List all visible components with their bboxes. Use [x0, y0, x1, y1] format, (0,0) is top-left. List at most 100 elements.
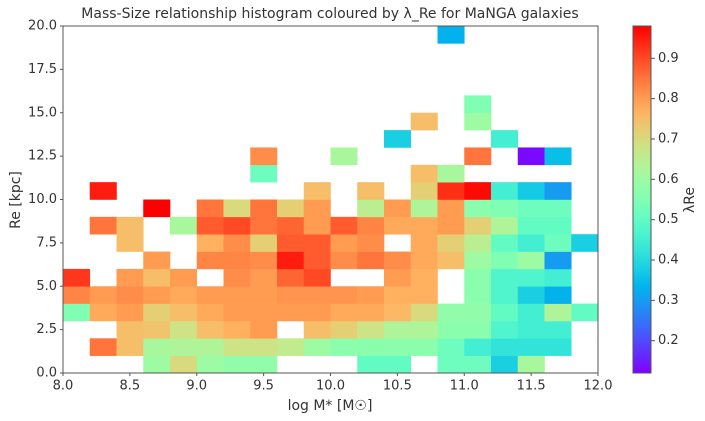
heatmap-cell	[357, 216, 385, 235]
heatmap-cell	[223, 251, 251, 270]
heatmap-cell	[384, 268, 412, 287]
heatmap-cell	[143, 303, 171, 322]
heatmap-cell	[89, 303, 117, 322]
heatmap-cell	[277, 199, 305, 218]
x-tick-label: 9.5	[253, 379, 274, 394]
heatmap-cell	[517, 286, 545, 304]
y-tick-label: 12.5	[28, 149, 57, 164]
heatmap-cell	[89, 216, 117, 235]
heatmap-cell	[410, 112, 438, 131]
heatmap-cell	[491, 216, 519, 235]
heatmap-cell	[571, 303, 599, 322]
heatmap-cell	[330, 251, 358, 270]
heatmap-cell	[517, 320, 545, 339]
heatmap-cell	[277, 303, 305, 322]
heatmap-cell	[303, 303, 331, 322]
heatmap-cell	[384, 320, 412, 339]
heatmap-cell	[357, 320, 385, 339]
heatmap-cell	[437, 234, 465, 252]
heatmap-cell	[170, 216, 198, 235]
heatmap-cell	[384, 286, 412, 304]
heatmap-cell	[143, 199, 171, 218]
heatmap-cell	[250, 147, 278, 166]
heatmap-cell	[196, 355, 224, 374]
heatmap-cell	[464, 338, 492, 356]
heatmap-cell	[517, 182, 545, 200]
heatmap-cell	[571, 234, 599, 252]
heatmap-cell	[63, 286, 91, 304]
heatmap-cell	[170, 355, 198, 374]
heatmap-cell	[357, 286, 385, 304]
heatmap-cell	[223, 303, 251, 322]
heatmap-cell	[196, 286, 224, 304]
heatmap-cell	[303, 320, 331, 339]
heatmap-cell	[464, 286, 492, 304]
heatmap-cell	[517, 303, 545, 322]
heatmap-cell	[384, 355, 412, 374]
heatmap-cell	[330, 147, 358, 166]
heatmap-cell	[277, 286, 305, 304]
heatmap-cell	[89, 286, 117, 304]
heatmap-cell	[437, 251, 465, 270]
heatmap-cell	[544, 234, 572, 252]
y-tick-label: 20.0	[28, 19, 57, 34]
heatmap-cell	[410, 182, 438, 200]
heatmap-cell	[303, 182, 331, 200]
heatmap-cell	[330, 338, 358, 356]
heatmap-cell	[357, 338, 385, 356]
heatmap-cell	[250, 164, 278, 183]
heatmap-cell	[517, 234, 545, 252]
heatmap-cell	[437, 164, 465, 183]
y-tick-label: 2.5	[36, 322, 57, 337]
heatmap-cell	[330, 234, 358, 252]
heatmap-cell	[357, 355, 385, 374]
heatmap-cell	[491, 251, 519, 270]
heatmap-cell	[250, 355, 278, 374]
heatmap-cell	[143, 268, 171, 287]
heatmap-cell	[410, 216, 438, 235]
heatmap-cell	[223, 216, 251, 235]
y-tick-label: 10.0	[28, 192, 57, 207]
colorbar	[632, 25, 652, 374]
heatmap-cell	[143, 286, 171, 304]
heatmap-cell	[223, 199, 251, 218]
y-tick-label: 5.0	[36, 279, 57, 294]
heatmap-cell	[384, 303, 412, 322]
heatmap-cell	[437, 355, 465, 374]
heatmap-cell	[410, 338, 438, 356]
colorbar-label: λRe	[682, 187, 698, 213]
heatmap-cell	[517, 199, 545, 218]
heatmap-cell	[116, 286, 144, 304]
heatmap-cell	[116, 338, 144, 356]
heatmap-cell	[491, 338, 519, 356]
heatmap-cell	[223, 338, 251, 356]
heatmap-cell	[410, 164, 438, 183]
heatmap-cell	[384, 199, 412, 218]
heatmap-cell	[357, 182, 385, 200]
heatmap-cell	[384, 130, 412, 148]
heatmap-cell	[491, 130, 519, 148]
heatmap-cell	[464, 268, 492, 287]
heatmap-cell	[330, 216, 358, 235]
x-tick-label: 11.5	[517, 379, 546, 394]
heatmap-cell	[464, 216, 492, 235]
heatmap-cell	[330, 286, 358, 304]
heatmap-cell	[250, 216, 278, 235]
heatmap-cell	[410, 320, 438, 339]
heatmap-cell	[437, 26, 465, 44]
heatmap-cell	[196, 338, 224, 356]
x-tick-label: 12.0	[584, 379, 613, 394]
heatmap-cell	[544, 268, 572, 287]
heatmap-cell	[544, 182, 572, 200]
heatmap-cell	[464, 112, 492, 131]
heatmap-cell	[143, 251, 171, 270]
heatmap-cell	[116, 268, 144, 287]
colorbar-tick-label: 0.7	[658, 131, 679, 146]
heatmap-cell	[491, 182, 519, 200]
colorbar-tick-label: 0.2	[658, 333, 679, 348]
heatmap-cell	[89, 182, 117, 200]
heatmap-cell	[250, 286, 278, 304]
heatmap-cell	[517, 147, 545, 166]
heatmap-cell	[250, 320, 278, 339]
